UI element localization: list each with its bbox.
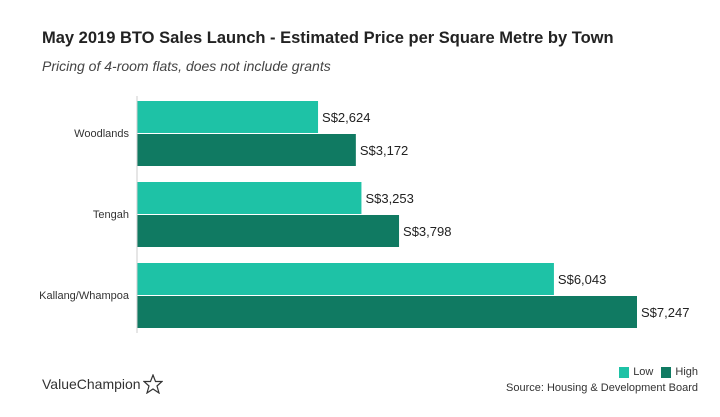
legend-swatch-low — [619, 366, 630, 378]
legend-swatch-high — [661, 366, 672, 378]
data-label: S$3,172 — [360, 143, 408, 158]
data-label: S$7,247 — [641, 305, 689, 320]
legend-label: Low — [633, 366, 654, 378]
legend-low: Low — [619, 366, 653, 378]
legend-high: High — [661, 366, 698, 378]
bar-low — [137, 182, 362, 214]
category-label: Tengah — [93, 209, 129, 221]
category-label: Kallang/Whampoa — [39, 290, 130, 302]
bar-low — [137, 263, 554, 295]
chart-subtitle: Pricing of 4-room flats, does not includ… — [42, 58, 331, 74]
brand-name: ValueChampion — [42, 376, 141, 392]
bar-low — [137, 101, 319, 133]
data-label: S$6,043 — [558, 272, 606, 287]
data-label: S$3,253 — [365, 191, 413, 206]
bar-high — [137, 215, 400, 247]
data-label: S$3,798 — [403, 224, 451, 239]
chart-title: May 2019 BTO Sales Launch - Estimated Pr… — [42, 29, 614, 47]
source-note: Source: Housing & Development Board — [506, 382, 698, 394]
category-label: Woodlands — [74, 128, 129, 140]
bar-high — [137, 134, 356, 166]
bar-high — [137, 296, 637, 328]
brand-logo: ValueChampion — [42, 374, 163, 394]
legend: Low High — [619, 366, 698, 378]
star-icon — [142, 374, 163, 394]
legend-label: High — [675, 366, 698, 378]
data-label: S$2,624 — [322, 110, 370, 125]
